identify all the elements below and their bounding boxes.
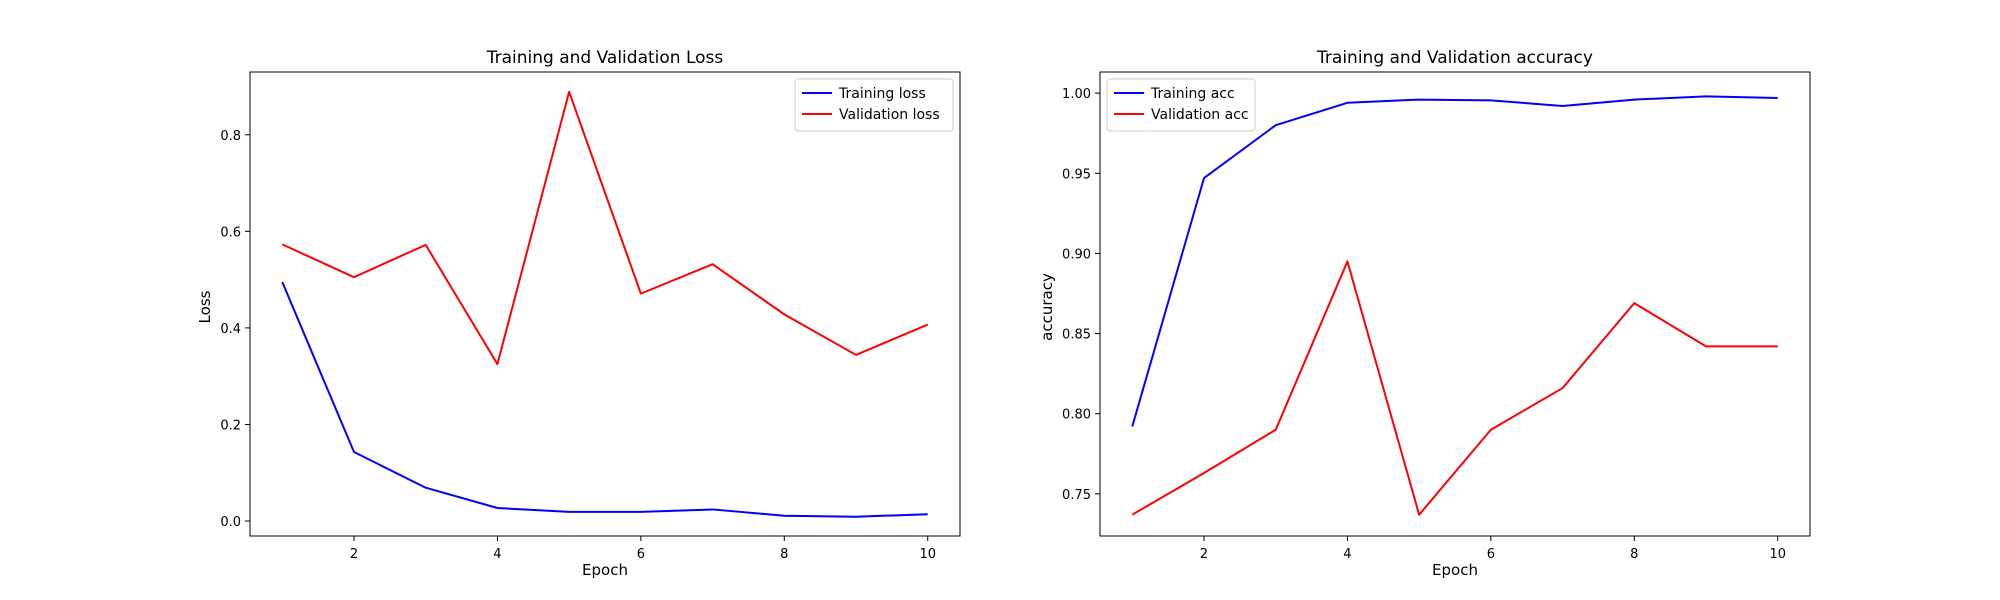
loss-series-training-loss-line bbox=[281, 281, 928, 518]
loss-xtick-label: 10 bbox=[919, 547, 936, 562]
accuracy-chart: Training and Validation accuracy Epoch a… bbox=[1038, 48, 1811, 579]
accuracy-chart-ylabel: accuracy bbox=[1038, 273, 1056, 341]
loss-xtick-label: 6 bbox=[637, 547, 645, 562]
accuracy-xtick-label: 10 bbox=[1769, 547, 1786, 562]
loss-xtick-label: 4 bbox=[493, 547, 501, 562]
loss-ytick-label: 0.0 bbox=[220, 515, 241, 530]
accuracy-xtick-label: 2 bbox=[1200, 547, 1208, 562]
loss-ytick-label: 0.6 bbox=[220, 225, 241, 240]
loss-chart: Training and Validation Loss Epoch Loss … bbox=[196, 48, 961, 579]
loss-chart-title: Training and Validation Loss bbox=[486, 48, 724, 68]
accuracy-ytick-label: 1.00 bbox=[1062, 87, 1091, 102]
accuracy-xtick-label: 6 bbox=[1487, 547, 1495, 562]
loss-ytick-label: 0.2 bbox=[220, 418, 241, 433]
loss-ytick-label: 0.4 bbox=[220, 322, 241, 337]
accuracy-ytick-label: 0.90 bbox=[1062, 247, 1091, 262]
accuracy-legend: Training acc Validation acc bbox=[1106, 78, 1256, 132]
accuracy-plot-frame bbox=[1099, 71, 1811, 537]
accuracy-series-training-acc-line bbox=[1131, 95, 1778, 427]
accuracy-legend-label: Training acc bbox=[1150, 86, 1235, 102]
accuracy-chart-title: Training and Validation accuracy bbox=[1316, 48, 1593, 68]
loss-xtick-label: 8 bbox=[780, 547, 788, 562]
loss-ytick-label: 0.8 bbox=[220, 129, 241, 144]
accuracy-legend-label: Validation acc bbox=[1151, 107, 1249, 123]
loss-legend: Training loss Validation loss bbox=[794, 78, 954, 132]
loss-plot-frame bbox=[249, 71, 961, 537]
loss-chart-xlabel: Epoch bbox=[582, 561, 628, 579]
loss-legend-label: Validation loss bbox=[839, 107, 940, 123]
loss-legend-box bbox=[794, 78, 954, 132]
accuracy-xtick-label: 4 bbox=[1343, 547, 1351, 562]
accuracy-ytick-label: 0.75 bbox=[1062, 488, 1091, 503]
accuracy-xtick-label: 8 bbox=[1630, 547, 1638, 562]
loss-legend-label: Training loss bbox=[838, 86, 926, 102]
accuracy-chart-xlabel: Epoch bbox=[1432, 561, 1478, 579]
loss-chart-ylabel: Loss bbox=[196, 290, 214, 323]
accuracy-series-validation-acc-line bbox=[1131, 260, 1778, 516]
accuracy-ytick-label: 0.80 bbox=[1062, 408, 1091, 423]
accuracy-ytick-label: 0.95 bbox=[1062, 167, 1091, 182]
loss-xtick-label: 2 bbox=[350, 547, 358, 562]
loss-series-validation-loss-line bbox=[281, 90, 929, 366]
accuracy-ytick-label: 0.85 bbox=[1062, 328, 1091, 343]
